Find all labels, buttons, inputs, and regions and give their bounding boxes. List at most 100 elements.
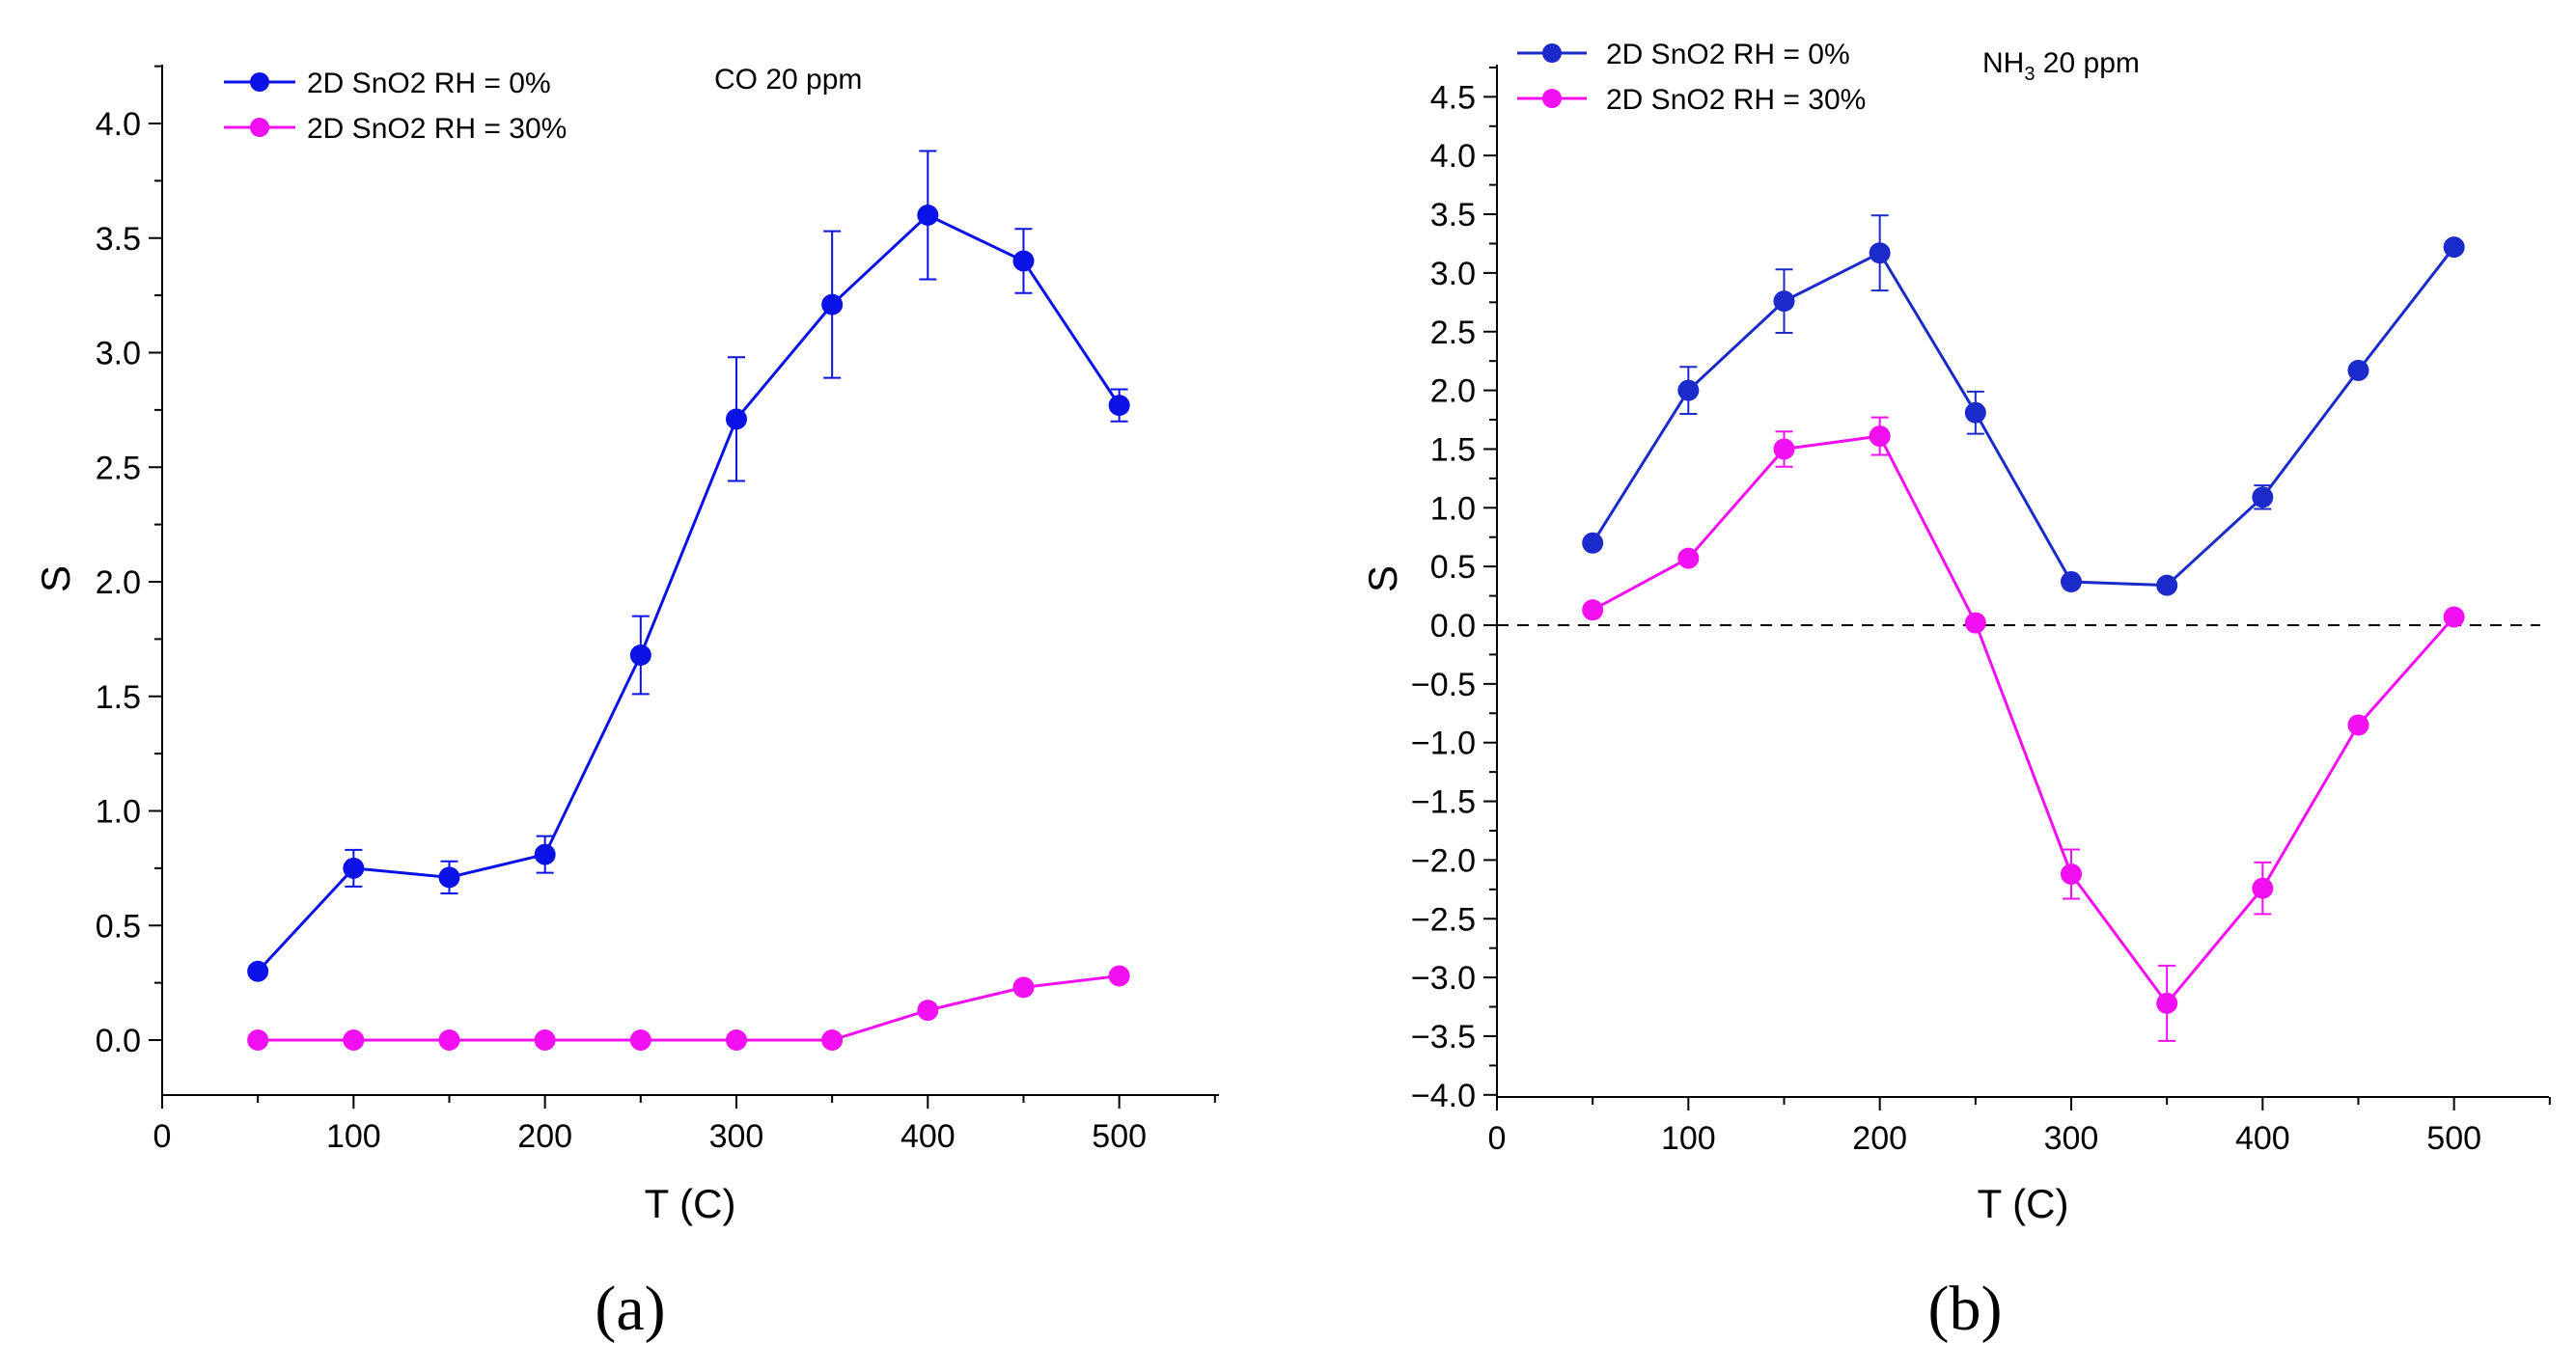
panel-b-series-0-point [2060, 570, 2082, 592]
panel-a-series-0-point [534, 843, 556, 865]
panel-a-y-tick-label: 1.5 [96, 679, 141, 716]
panel-a-y-axis-title: S [33, 565, 78, 592]
panel-b-y-tick-label: 1.5 [1430, 431, 1476, 468]
panel-b-x-axis-title: T (C) [1978, 1181, 2069, 1226]
panel-b-series-0-point [1677, 379, 1700, 401]
panel-b-legend-swatch-marker [1542, 89, 1562, 108]
panel-a-series-1-point [534, 1029, 556, 1051]
panel-a-y-tick-label: 0.5 [96, 908, 141, 945]
panel-a-series-1-point [821, 1029, 844, 1051]
panel-a-chart: 0.0 0.5 1.0 1.5 2.0 2.5 3.0 3.5 4.0 0 100 200 300 40… [33, 64, 1219, 1344]
panel-b-series-1-point [2347, 714, 2369, 736]
panel-a-series-1-point [247, 1029, 269, 1051]
panel-a-series-1-point [629, 1029, 651, 1051]
panel-a-x-tick-label: 100 [326, 1118, 381, 1155]
panel-a-series-0-point [343, 857, 365, 879]
panel-b-y-tick-label: 2.5 [1430, 315, 1476, 351]
panel-b-legend-label: 2D SnO2 RH = 30% [1606, 84, 1866, 116]
panel-a-series-0-point [1012, 250, 1035, 272]
panel-a-series-1-point [438, 1029, 460, 1051]
panel-b-y-axis-title: S [1360, 565, 1405, 592]
panel-a-series-0-point [1108, 395, 1130, 417]
panel-b-y-tick-label: −1.0 [1411, 726, 1476, 762]
panel-b-x-tick-label: 100 [1661, 1120, 1716, 1157]
panel-a-series-1-point [1012, 976, 1035, 999]
panel-a-series-0-point [821, 293, 844, 315]
panel-b-series-1-point [2252, 877, 2274, 899]
panel-a-legend-swatch-marker [250, 118, 269, 137]
panel-b-y-tick-label: 4.0 [1430, 138, 1476, 175]
panel-b-series-0-point [1964, 401, 1986, 424]
panel-a-series-1-point [725, 1029, 747, 1051]
panel-a-y-tick-label: 1.0 [96, 794, 141, 831]
panel-b-series-0-line [1591, 246, 2455, 588]
panel-a-series-0-point [247, 960, 269, 982]
panel-b-y-tick-label: −2.0 [1411, 842, 1476, 879]
panel-a-series-1-point [1108, 965, 1130, 987]
panel-b-series-1-point [1869, 425, 1891, 448]
panel-a-x-tick-label: 300 [709, 1118, 764, 1155]
panel-a-series-1-point [343, 1029, 365, 1051]
panel-a-y-tick-label: 3.0 [96, 336, 141, 372]
panel-b-label: (b) [1928, 1274, 2003, 1344]
panel-b-y-tick-label: −2.5 [1411, 901, 1476, 938]
panel-b-x-tick-label: 0 [1488, 1120, 1507, 1157]
panel-b-legend: 2D SnO2 RH = 0% 2D SnO2 RH = 30% [1517, 39, 1866, 116]
panel-b-series-1-point [1773, 438, 1795, 460]
panel-b-series-0-point [2347, 359, 2369, 381]
panel-b-series-1-point [1677, 547, 1700, 569]
panel-b-y-tick-label: 0.0 [1430, 608, 1476, 644]
panel-a-y-tick-label: 4.0 [96, 106, 141, 143]
panel-b-series-0-point [1869, 242, 1891, 264]
panel-b-series-1-point [2156, 992, 2178, 1014]
panel-a-series-1-line [258, 974, 1120, 1042]
panel-b-legend-swatch-marker [1542, 43, 1562, 63]
panel-a-legend: 2D SnO2 RH = 0% 2D SnO2 RH = 30% [224, 68, 567, 145]
panel-b-chart: −4.0 −3.5 −3.0 −2.5 −2.0 −1.5 −1.0 −0.5 0.0 0.5 1.… [1360, 39, 2551, 1344]
panel-a-x-tick-label: 200 [517, 1118, 572, 1155]
panel-a-series-0-point [725, 408, 747, 430]
panel-a-series-0-point [438, 866, 460, 889]
panel-a-legend-swatch-marker [250, 72, 269, 92]
panel-b-series-0-point [1582, 532, 1604, 554]
panel-a-series-0-line [257, 213, 1121, 973]
panel-a-label: (a) [595, 1274, 665, 1344]
panel-a-y-tick-label: 2.5 [96, 450, 141, 486]
panel-b-x-tick-label: 500 [2426, 1120, 2481, 1157]
panel-a-x-tick-label: 400 [900, 1118, 956, 1155]
panel-b-y-tick-label: −3.5 [1411, 1019, 1476, 1056]
panel-a-series-1-point [917, 1000, 939, 1022]
panel-b-gas-formula: NH [1982, 47, 2024, 79]
panel-b-series-0-point [1773, 290, 1795, 313]
panel-b-x-tick-label: 400 [2235, 1120, 2290, 1157]
panel-a-y-tick-label: 3.5 [96, 221, 141, 258]
panel-a-y-tick-label: 0.0 [96, 1023, 141, 1059]
panel-b-y-tick-label: −3.0 [1411, 960, 1476, 997]
panel-b-y-tick-label: 1.0 [1430, 490, 1476, 527]
panel-a-legend-label: 2D SnO2 RH = 30% [307, 113, 567, 145]
panel-b-gas-concentration: 20 ppm [2035, 47, 2139, 79]
panel-b-y-tick-label: −0.5 [1411, 667, 1476, 703]
panel-b-gas-subscript: 3 [2024, 64, 2035, 85]
panel-b-y-tick-label: 2.0 [1430, 373, 1476, 410]
panel-b-y-tick-label: 0.5 [1430, 549, 1476, 586]
panel-b-y-tick-label: −4.0 [1411, 1078, 1476, 1114]
panel-b-series-1-point [1582, 599, 1604, 621]
panel-a-y-tick-label: 2.0 [96, 564, 141, 601]
panel-a-gas-annotation: CO 20 ppm [714, 64, 862, 96]
panel-b-legend-label: 2D SnO2 RH = 0% [1606, 39, 1850, 70]
panel-b-series-0-point [2443, 236, 2465, 259]
panel-b-series-0-point [2156, 574, 2178, 596]
panel-a-legend-label: 2D SnO2 RH = 0% [307, 68, 551, 99]
panel-a-x-tick-label: 500 [1092, 1118, 1147, 1155]
panel-b-gas-annotation: NH3 20 ppm [1982, 47, 2140, 85]
panel-a-series-0-point [917, 205, 939, 226]
panel-b-y-tick-label: −1.5 [1411, 784, 1476, 821]
panel-a-series-0-point [629, 644, 651, 666]
panel-b-series-1-point [2443, 606, 2465, 628]
panel-b-y-tick-label: 3.5 [1430, 197, 1476, 233]
panel-b-x-tick-label: 300 [2044, 1120, 2099, 1157]
panel-b-series-1-point [2060, 864, 2082, 886]
panel-b-y-tick-label: 3.0 [1430, 256, 1476, 292]
